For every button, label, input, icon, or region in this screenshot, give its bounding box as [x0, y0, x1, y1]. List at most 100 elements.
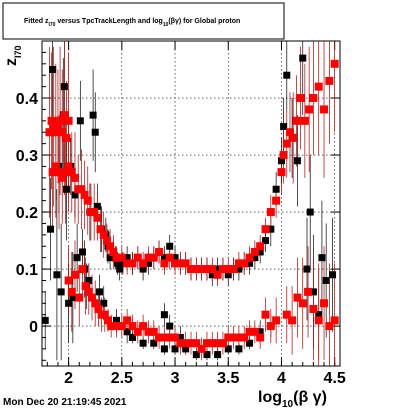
plot-frame [41, 40, 341, 367]
red-marker [229, 265, 238, 274]
red-marker [187, 339, 195, 348]
black-marker [69, 294, 77, 302]
red-marker [117, 253, 126, 262]
red-marker [155, 247, 164, 256]
black-marker [123, 254, 131, 262]
red-marker [67, 287, 76, 296]
black-marker [262, 237, 269, 245]
black-marker [171, 345, 179, 353]
red-marker [45, 128, 54, 137]
red-marker [64, 116, 73, 125]
black-marker [47, 225, 55, 233]
black-marker [119, 259, 127, 267]
red-marker [213, 339, 222, 348]
black-marker [256, 248, 264, 256]
black-marker [114, 259, 122, 267]
black-marker [235, 345, 243, 353]
red-marker [261, 310, 270, 319]
black-marker [57, 288, 65, 296]
black-marker [306, 208, 314, 216]
red-marker [49, 122, 58, 131]
black-marker [303, 265, 311, 273]
x-tick-label: 4 [277, 370, 286, 387]
axis-ticks [42, 41, 340, 366]
black-marker [267, 225, 275, 233]
red-marker [224, 333, 233, 342]
x-tick-label: 4.5 [324, 370, 346, 387]
black-marker [139, 339, 147, 347]
black-marker [113, 316, 120, 324]
red-marker [208, 265, 217, 274]
black-marker [235, 265, 243, 273]
red-marker [229, 333, 238, 342]
red-marker [67, 168, 76, 177]
black-marker [100, 299, 108, 307]
red-marker [292, 116, 301, 125]
red-marker [107, 322, 116, 331]
red-marker [103, 316, 112, 325]
red-marker [234, 333, 243, 342]
black-marker [283, 71, 291, 79]
red-marker [88, 293, 97, 302]
red-marker [171, 333, 180, 342]
red-marker [75, 293, 84, 302]
red-marker [218, 265, 227, 274]
red-marker [70, 270, 79, 279]
red-marker [144, 327, 153, 336]
red-marker [202, 339, 211, 348]
x-tick-label: 3 [171, 370, 180, 387]
x-tick-label: 2 [64, 370, 73, 387]
black-marker [280, 123, 288, 131]
red-marker [197, 344, 206, 353]
red-marker [305, 105, 314, 114]
red-marker [84, 287, 93, 296]
black-marker [62, 185, 70, 193]
red-marker [325, 322, 334, 331]
black-marker [256, 328, 264, 336]
red-marker [106, 242, 115, 251]
red-marker [304, 287, 313, 296]
red-marker [240, 259, 249, 268]
black-marker [89, 111, 97, 119]
black-marker [214, 351, 222, 359]
red-marker [53, 122, 62, 131]
x-tick-label: 3.5 [217, 370, 239, 387]
red-marker [61, 168, 70, 177]
red-marker [187, 265, 195, 274]
red-marker [330, 59, 339, 68]
red-marker [285, 128, 294, 137]
black-marker [60, 83, 68, 91]
red-marker [139, 322, 148, 331]
red-marker [149, 327, 158, 336]
black-marker [251, 254, 259, 262]
red-marker [314, 82, 323, 91]
red-marker [202, 265, 211, 274]
red-marker [133, 253, 142, 262]
black-marker [208, 271, 216, 279]
red-marker [80, 190, 89, 199]
black-marker [150, 339, 158, 347]
red-marker [155, 333, 164, 342]
black-marker [246, 339, 254, 347]
red-marker [78, 265, 87, 274]
red-marker [90, 208, 99, 217]
red-marker [60, 111, 69, 120]
red-marker [165, 253, 174, 262]
red-marker [70, 173, 79, 182]
red-marker [266, 208, 275, 217]
red-marker [314, 316, 323, 325]
red-marker [282, 310, 291, 319]
red-marker [245, 327, 254, 336]
red-marker [48, 168, 57, 177]
black-marker [176, 333, 184, 341]
red-marker [279, 151, 288, 160]
red-marker [320, 299, 329, 308]
red-marker [58, 128, 67, 137]
red-marker [309, 304, 318, 313]
red-marker [256, 242, 265, 251]
x-tick-label: 2.5 [111, 370, 133, 387]
black-marker [272, 185, 280, 193]
black-marker [116, 265, 124, 273]
red-marker [266, 322, 275, 331]
red-marker [250, 327, 259, 336]
